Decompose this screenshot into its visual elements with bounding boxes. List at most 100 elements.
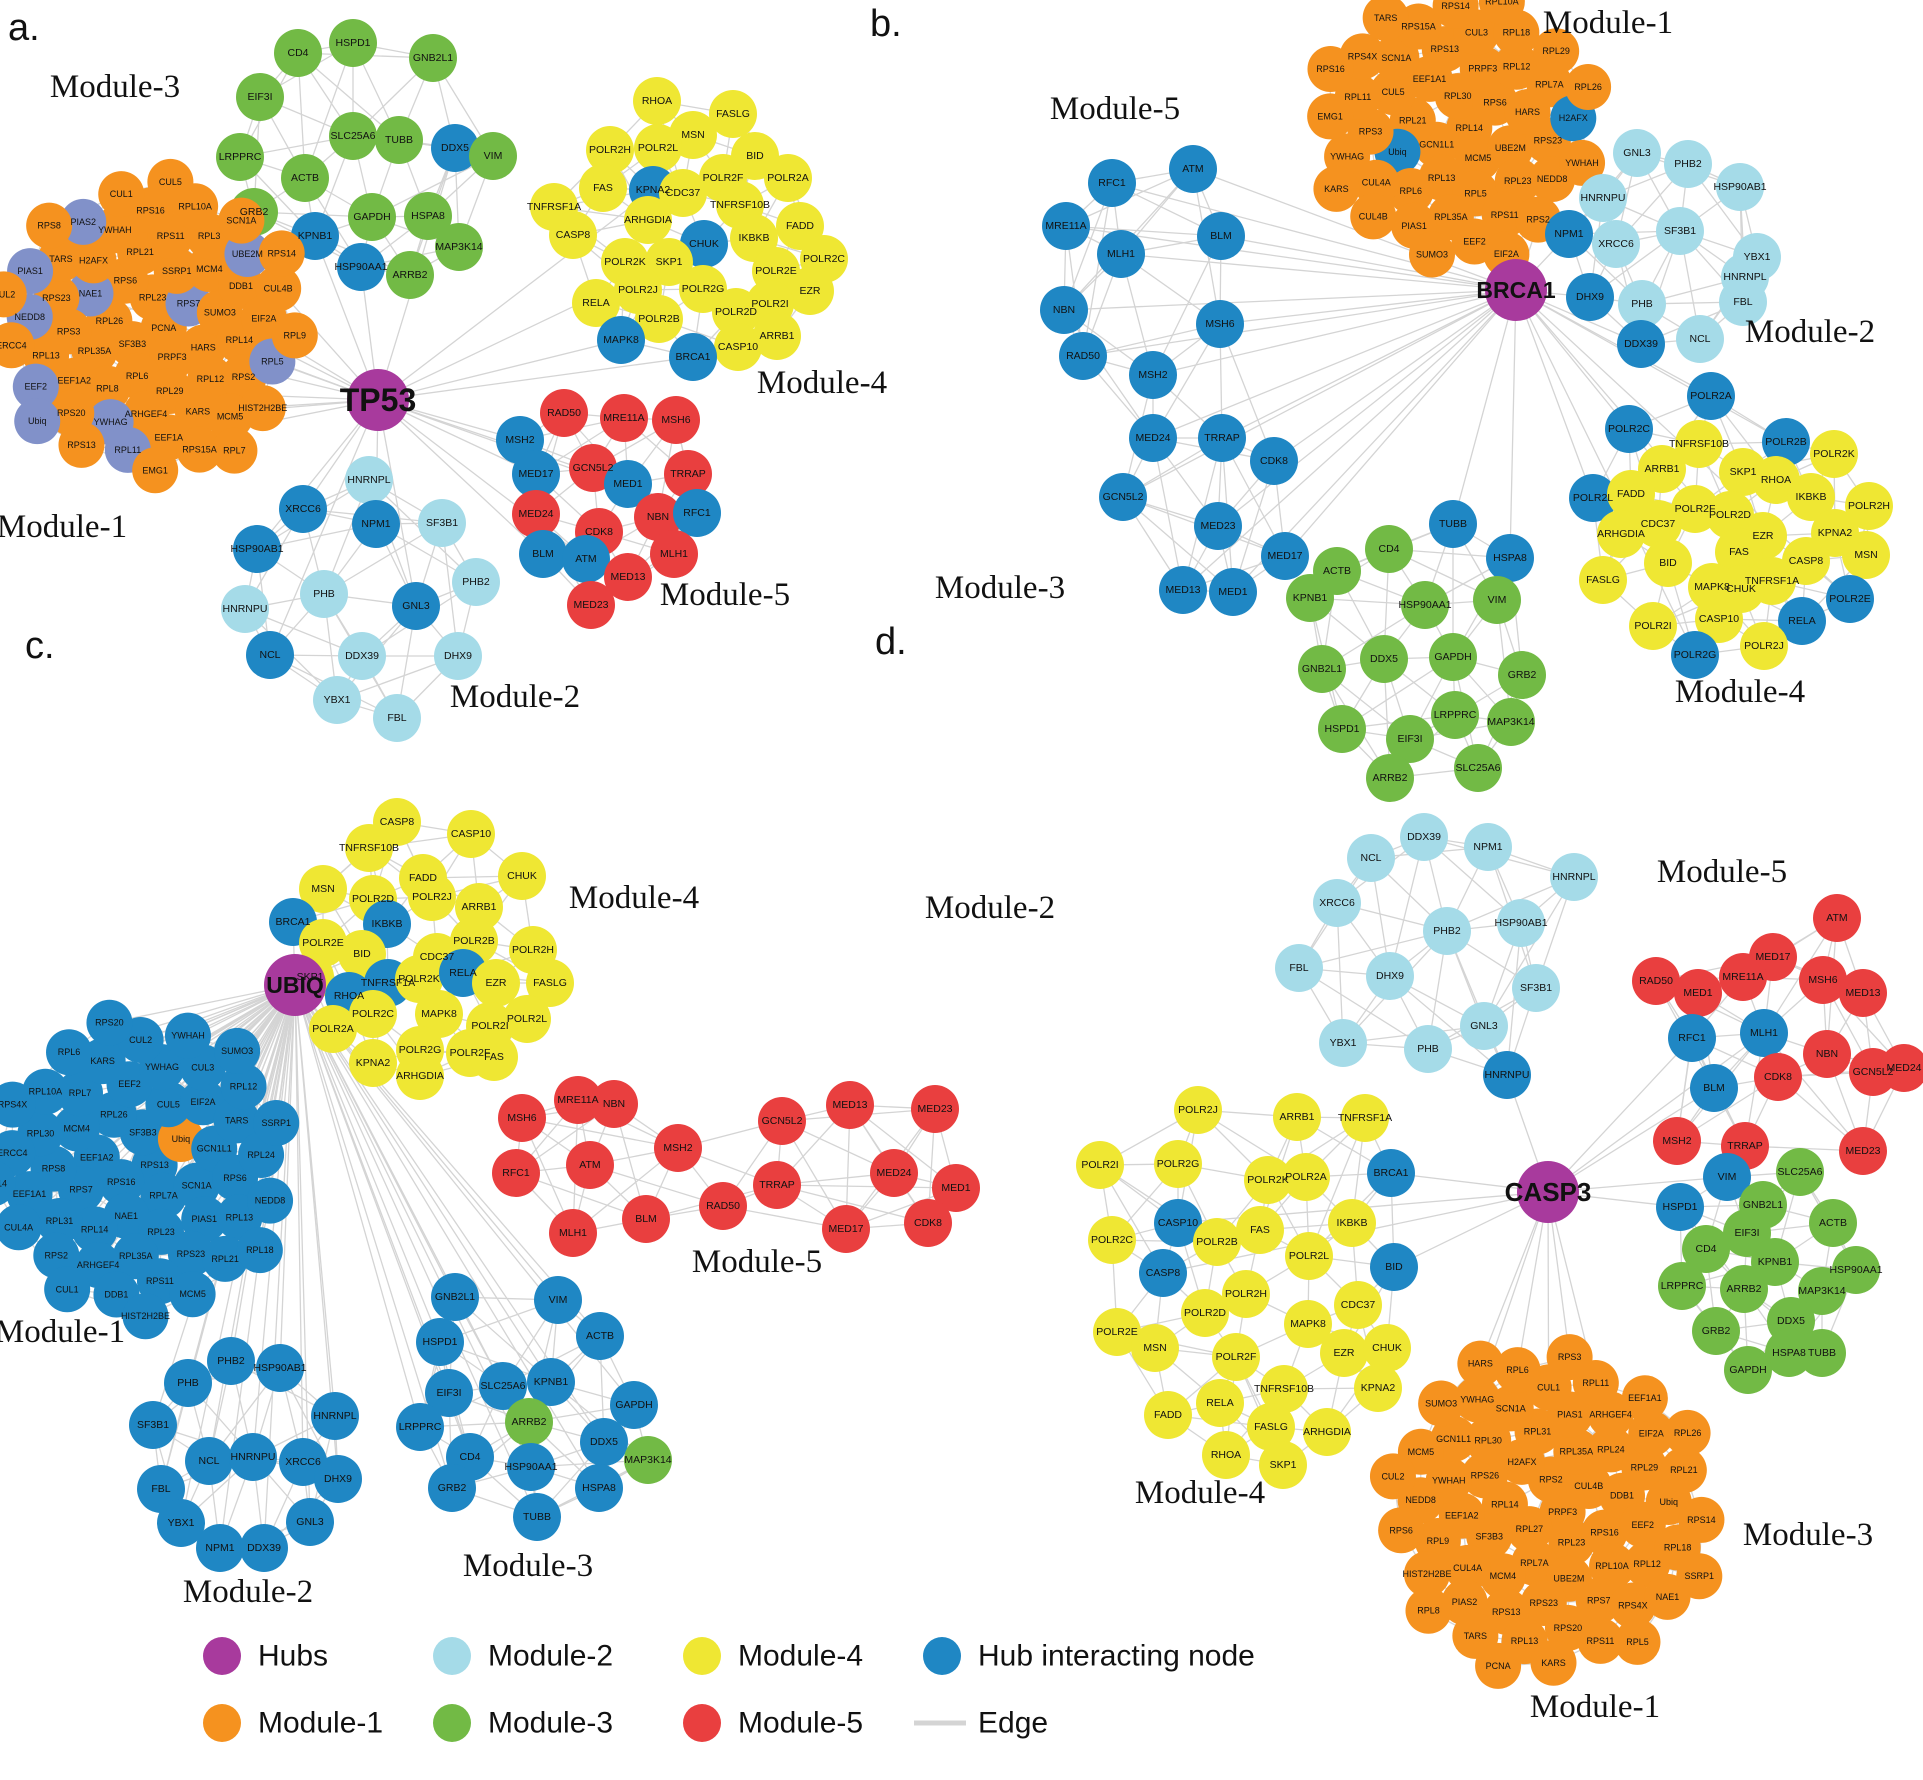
node-label: HSP90AB1: [1713, 181, 1766, 193]
node-label: BRCA1: [675, 351, 710, 363]
node-label: MSN: [1854, 549, 1877, 561]
node-label: MSN: [1143, 1342, 1166, 1354]
node-label: RPS20: [95, 1018, 124, 1028]
node-label: MLH1: [559, 1227, 587, 1239]
node-label: MSH6: [507, 1112, 536, 1124]
node-label: POLR2L: [638, 142, 678, 154]
node-label: FASLG: [1254, 1421, 1288, 1433]
node-label: EIF2A: [191, 1097, 216, 1107]
node-label: DDX5: [1777, 1315, 1805, 1327]
node-label: MAP3K14: [624, 1454, 671, 1466]
node-label: MSN: [311, 883, 334, 895]
node-label: RPS23: [1530, 1598, 1559, 1608]
node-label: RPL26: [1674, 1428, 1702, 1438]
node-label: RPS16: [1316, 64, 1345, 74]
node-label: RPS20: [57, 408, 86, 418]
node-label: XRCC6: [1319, 897, 1355, 909]
node-label: SSRP1: [261, 1118, 291, 1128]
node-label: RHOA: [1761, 474, 1791, 486]
module-label-module-5: Module-5: [1657, 854, 1787, 890]
node-label: POLR2C: [803, 253, 845, 265]
node-label: RPS8: [42, 1164, 66, 1174]
node-label: BRCA1: [275, 916, 310, 928]
node-label: POLR2L: [1573, 492, 1613, 504]
node-label: NPM1: [205, 1542, 234, 1554]
node-label: MED17: [828, 1223, 863, 1235]
node-label: SKP1: [1730, 466, 1757, 478]
node-label: HNRNPL: [1552, 871, 1595, 883]
node-label: CHUK: [689, 238, 719, 250]
node-label: POLR2L: [1289, 1250, 1329, 1262]
node-label: POLR2E: [1829, 593, 1870, 605]
node-label: VIM: [549, 1294, 568, 1306]
node-label: CUL1: [56, 1284, 79, 1294]
node-label: CDC37: [1641, 518, 1676, 530]
node-label: EIF2A: [251, 314, 276, 324]
panel-letter-a: a.: [8, 7, 40, 49]
node-label: POLR2H: [512, 944, 554, 956]
node-label: LRPPRC: [219, 151, 262, 163]
node-label: CD4: [1378, 543, 1399, 555]
legend-label: Module-3: [488, 1707, 613, 1740]
node-label: RPS13: [140, 1160, 169, 1170]
node-label: BLM: [635, 1213, 657, 1225]
node-label: MED13: [1165, 584, 1200, 596]
node-label: MRE11A: [1045, 220, 1086, 232]
module-label-module-4: Module-4: [1675, 674, 1805, 710]
node-label: CUL2: [129, 1035, 152, 1045]
node-label: RPL10A: [29, 1087, 63, 1097]
node-label: MED23: [573, 599, 608, 611]
node-label: RPL30: [1474, 1435, 1502, 1445]
node-label: RPL30: [27, 1128, 55, 1138]
node-label: PIAS2: [1452, 1597, 1478, 1607]
node-label: YWHAH: [98, 225, 132, 235]
node-label: DHX9: [1376, 970, 1404, 982]
node-label: POLR2B: [453, 935, 494, 947]
node-label: EEF2: [1632, 1520, 1655, 1530]
node-label: CUL2: [1381, 1471, 1404, 1481]
node-label: RPS6: [1389, 1525, 1413, 1535]
node-label: CUL1: [110, 189, 133, 199]
node-label: H2AFX: [1559, 113, 1588, 123]
node-label: YBX1: [324, 694, 351, 706]
node-label: POLR2I: [751, 298, 788, 310]
module-label-module-1: Module-1: [0, 509, 127, 545]
hub-label: BRCA1: [1476, 277, 1555, 303]
node-label: POLR2E: [1096, 1326, 1137, 1338]
node-label: BLM: [1210, 230, 1232, 242]
node-label: IKBKB: [372, 918, 403, 930]
node-label: RPL24: [247, 1150, 275, 1160]
node-label: DDB1: [229, 281, 253, 291]
node-label: POLR2I: [471, 1020, 508, 1032]
node-label: PHB2: [217, 1355, 245, 1367]
node-label: EEF2: [25, 382, 48, 392]
node-label: MED24: [1135, 432, 1170, 444]
node-label: RPL31: [1524, 1426, 1552, 1436]
node-label: FAS: [1729, 546, 1749, 558]
node-label: TUBB: [523, 1511, 551, 1523]
node-label: SUMO3: [221, 1046, 253, 1056]
module-label-module-3: Module-3: [463, 1548, 593, 1584]
node-label: RPL27: [1516, 1524, 1544, 1534]
node-label: EZR: [1753, 530, 1774, 542]
node-label: EEF1A1: [1628, 1393, 1662, 1403]
node-label: DDB1: [104, 1290, 128, 1300]
node-label: RPS16: [107, 1177, 136, 1187]
node-label: NAE1: [115, 1211, 139, 1221]
node-label: EEF1A2: [1445, 1511, 1479, 1521]
node-label: POLR2C: [1091, 1234, 1133, 1246]
module-label-module-2: Module-2: [925, 890, 1055, 926]
node-label: FASLG: [1586, 574, 1620, 586]
node-label: BRCA1: [1373, 1167, 1408, 1179]
node-label: MED17: [1755, 951, 1790, 963]
node-label: DHX9: [444, 650, 472, 662]
node-label: PCNA: [1486, 1661, 1511, 1671]
node-label: RPL7A: [1535, 79, 1564, 89]
node-label: PHB: [1631, 298, 1653, 310]
legend-label: Hub interacting node: [978, 1640, 1255, 1673]
node-label: NEDD8: [255, 1196, 286, 1206]
node-label: TRRAP: [759, 1179, 795, 1191]
node-label: RPL12: [230, 1081, 258, 1091]
node-label: SCN1A: [1496, 1403, 1526, 1413]
node-label: RPL13: [226, 1212, 254, 1222]
